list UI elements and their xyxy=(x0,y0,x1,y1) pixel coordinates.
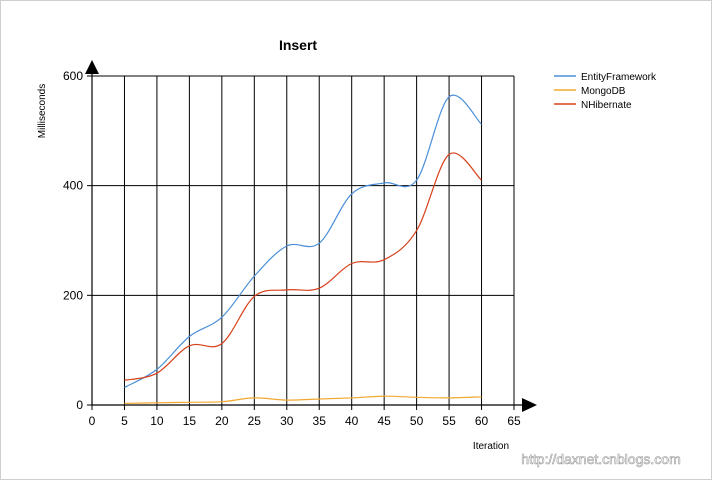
x-tick-label: 65 xyxy=(507,414,521,428)
y-axis-arrow xyxy=(85,60,99,74)
x-tick-label: 20 xyxy=(215,414,229,428)
watermark-text: http://daxnet.cnblogs.com xyxy=(521,451,681,467)
y-tick-label: 0 xyxy=(76,398,83,412)
x-tick-label: 5 xyxy=(121,414,128,428)
x-tick-labels: 0 5 10 15 20 25 30 35 40 45 50 55 60 65 xyxy=(89,414,521,428)
x-tick-label: 0 xyxy=(89,414,96,428)
legend-label-entityframework: EntityFramework xyxy=(581,72,657,83)
legend: EntityFramework MongoDB NHibernate xyxy=(554,72,657,111)
x-tick-label: 10 xyxy=(150,414,164,428)
x-tick-label: 35 xyxy=(313,414,327,428)
grid-lines xyxy=(92,75,515,405)
y-tick-labels: 0 200 400 600 xyxy=(63,69,83,412)
x-tick-label: 15 xyxy=(183,414,197,428)
y-tick-label: 600 xyxy=(63,69,83,83)
chart-title: Insert xyxy=(279,37,317,53)
series-line-mongodb xyxy=(124,395,482,404)
x-tick-label: 45 xyxy=(377,414,391,428)
legend-label-mongodb: MongoDB xyxy=(581,86,626,97)
x-tick-label: 50 xyxy=(410,414,424,428)
x-tick-label: 60 xyxy=(475,414,489,428)
y-tick-label: 200 xyxy=(63,288,83,302)
x-tick-label: 25 xyxy=(248,414,262,428)
x-tick-label: 55 xyxy=(442,414,456,428)
series-line-entityframework xyxy=(124,94,482,388)
series-line-nhibernate xyxy=(124,152,482,381)
x-axis-arrow xyxy=(522,398,537,412)
y-axis-label: Milliseconds xyxy=(37,84,48,138)
x-axis-label: Iteration xyxy=(473,441,509,452)
y-tick-label: 400 xyxy=(63,179,83,193)
axes xyxy=(85,60,537,412)
x-tick-label: 40 xyxy=(345,414,359,428)
series-lines xyxy=(124,94,482,404)
legend-label-nhibernate: NHibernate xyxy=(581,100,632,111)
x-tick-label: 30 xyxy=(280,414,294,428)
